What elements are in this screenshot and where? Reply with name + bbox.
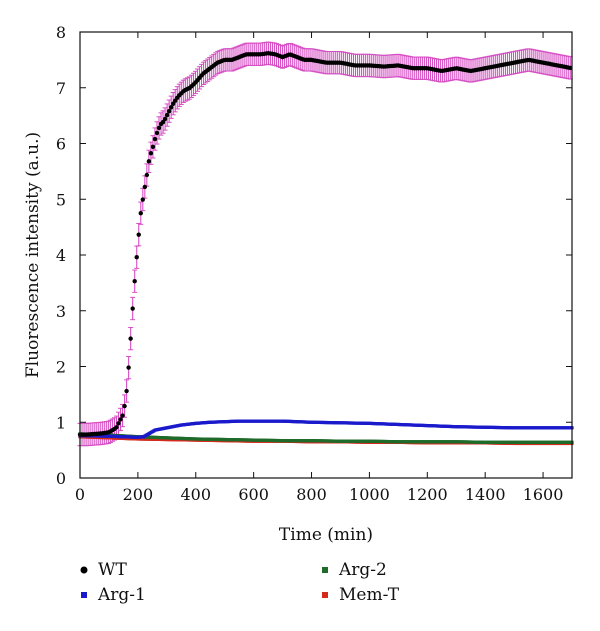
y-axis-ticks: 0 1 2 3 4 5 6 7 8	[56, 23, 572, 488]
y-tick-label: 0	[56, 469, 66, 488]
series-layer	[77, 51, 574, 446]
data-point	[154, 130, 160, 136]
x-tick-label: 1400	[465, 485, 506, 504]
y-tick-label: 8	[56, 23, 66, 42]
data-point	[148, 151, 154, 156]
data-point	[152, 136, 158, 142]
y-tick-label: 6	[56, 135, 66, 154]
legend-label: Arg-1	[97, 585, 146, 605]
data-point	[120, 413, 125, 418]
data-point	[122, 403, 127, 409]
x-axis-ticks: 0 200 400 600 800 1000 1200 1400 1600	[75, 32, 564, 504]
data-point	[568, 65, 573, 71]
legend-label: Arg-2	[338, 560, 387, 580]
x-tick-label: 1000	[349, 485, 390, 504]
legend-label: WT	[98, 560, 127, 580]
x-tick-label: 600	[238, 485, 269, 504]
y-tick-label: 2	[56, 358, 66, 377]
data-point	[168, 105, 174, 110]
y-tick-label: 5	[56, 190, 66, 209]
x-tick-label: 200	[123, 485, 154, 504]
y-axis-title: Fluorescence intensity (a.u.)	[23, 132, 43, 378]
legend: WT Arg-1 Arg-2 Mem-T	[80, 560, 400, 605]
x-tick-label: 800	[296, 485, 327, 504]
legend-item: Arg-1	[81, 585, 146, 605]
y-tick-label: 4	[56, 246, 66, 265]
y-tick-label: 7	[56, 79, 66, 98]
data-point	[134, 255, 139, 260]
data-point	[140, 197, 146, 202]
legend-marker	[81, 592, 87, 598]
x-axis-title: Time (min)	[279, 525, 373, 545]
x-tick-label: 400	[180, 485, 211, 504]
plot-frame	[79, 31, 573, 479]
data-point	[118, 417, 123, 422]
legend-item: Mem-T	[322, 585, 400, 605]
data-point	[166, 108, 172, 114]
data-point	[138, 210, 143, 216]
data-point	[116, 421, 121, 426]
legend-marker	[322, 567, 328, 573]
data-point	[144, 172, 150, 178]
data-point	[130, 306, 135, 311]
data-point	[150, 144, 156, 150]
data-point	[126, 365, 131, 370]
legend-label: Mem-T	[339, 585, 400, 605]
data-point	[142, 184, 148, 190]
y-tick-label: 1	[56, 413, 66, 432]
error-bars	[77, 41, 573, 447]
data-point	[128, 336, 133, 341]
data-point	[164, 112, 170, 118]
legend-item: WT	[80, 560, 127, 580]
legend-marker	[322, 592, 328, 598]
x-tick-label: 1200	[407, 485, 448, 504]
series-arg-1	[78, 419, 574, 439]
y-tick-label: 3	[56, 302, 66, 321]
data-point	[124, 388, 129, 394]
data-point	[162, 116, 168, 122]
x-tick-label: 1600	[523, 485, 564, 504]
legend-marker	[80, 566, 88, 574]
data-point	[114, 425, 119, 430]
data-point	[156, 125, 162, 131]
data-point	[146, 159, 152, 164]
data-point	[132, 279, 137, 284]
series-wt	[77, 51, 573, 437]
x-tick-label: 0	[75, 485, 85, 504]
series-arg-2	[78, 432, 574, 444]
legend-item: Arg-2	[322, 560, 387, 580]
data-point	[136, 232, 141, 237]
